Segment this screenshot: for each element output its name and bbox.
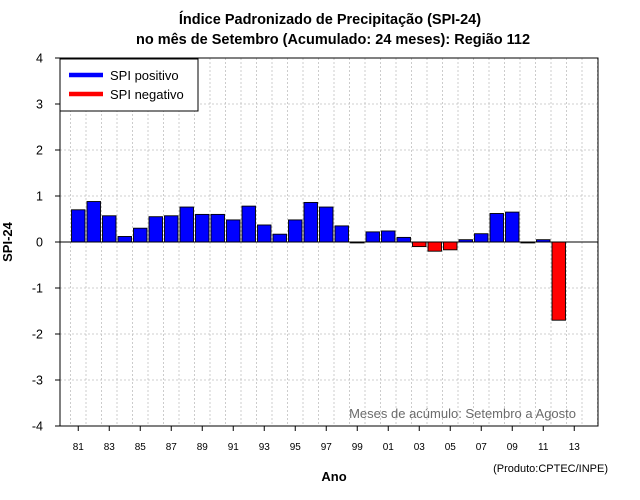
bar-2012 <box>551 241 566 321</box>
x-tick-label-11: 03 <box>414 442 426 453</box>
bar-1997 <box>319 206 334 243</box>
bars <box>71 201 566 321</box>
bar-1985 <box>133 227 148 243</box>
x-axis-ticks: 81 83 85 87 89 91 93 95 97 99 01 03 05 07 09 11 13 <box>73 426 581 453</box>
bar-2009 <box>505 211 520 243</box>
accumulation-note: Meses de acúmulo: Setembro a Agosto <box>349 406 576 421</box>
bar-2003 <box>412 241 427 248</box>
x-tick-label-5: 91 <box>228 442 240 453</box>
bar-2001 <box>381 230 396 243</box>
x-axis-label: Ano <box>321 469 346 484</box>
chart-subtitle: no mês de Setembro (Acumulado: 24 meses)… <box>136 32 530 48</box>
y-tick-label-2: 2 <box>36 144 43 158</box>
x-tick-label-14: 09 <box>507 442 519 453</box>
y-tick-label-8: -4 <box>32 420 43 434</box>
x-tick-label-1: 83 <box>104 442 116 453</box>
legend-label-positive: SPI positivo <box>110 68 179 83</box>
y-tick-label-0: 4 <box>36 52 43 66</box>
bar-2005 <box>443 241 458 251</box>
x-tick-label-0: 81 <box>73 442 85 453</box>
y-tick-label-3: 1 <box>36 190 43 204</box>
legend: SPI positivo SPI negativo <box>59 58 199 112</box>
y-tick-label-4: 0 <box>36 236 43 250</box>
product-credit: (Produto:CPTEC/INPE) <box>493 463 608 475</box>
bar-1991 <box>226 219 241 243</box>
x-tick-label-16: 13 <box>569 442 581 453</box>
bar-2007 <box>474 233 489 243</box>
bar-2004 <box>427 241 442 252</box>
x-tick-label-10: 01 <box>383 442 395 453</box>
x-tick-label-9: 99 <box>352 442 364 453</box>
bar-1993 <box>257 224 272 243</box>
bar-1987 <box>164 215 179 243</box>
bar-1981 <box>71 209 86 243</box>
x-tick-label-15: 11 <box>538 442 549 453</box>
bar-1990 <box>210 213 225 243</box>
y-axis-ticks: 4 3 2 1 0 -1 -2 -3 -4 <box>32 52 60 434</box>
bar-1989 <box>195 213 210 243</box>
x-tick-label-6: 93 <box>259 442 271 453</box>
bar-1982 <box>86 201 101 243</box>
legend-label-negative: SPI negativo <box>110 87 184 102</box>
x-tick-label-3: 87 <box>166 442 178 453</box>
y-tick-label-1: 3 <box>36 98 43 112</box>
legend-box <box>59 58 199 112</box>
bar-1992 <box>241 205 256 243</box>
x-tick-label-2: 85 <box>135 442 147 453</box>
chart-title: Índice Padronizado de Precipitação (SPI-… <box>179 11 481 28</box>
bar-1994 <box>272 233 287 243</box>
y-axis-label: SPI-24 <box>0 221 15 262</box>
bar-1986 <box>148 216 163 243</box>
bar-1984 <box>117 236 132 243</box>
y-tick-label-7: -3 <box>32 374 43 388</box>
bar-1995 <box>288 219 303 243</box>
bar-2000 <box>365 231 380 243</box>
x-tick-label-8: 97 <box>321 442 333 453</box>
x-tick-label-4: 89 <box>197 442 209 453</box>
y-tick-label-5: -1 <box>32 282 43 296</box>
bar-1983 <box>102 215 117 243</box>
x-tick-label-13: 07 <box>476 442 488 453</box>
bar-1996 <box>303 201 318 243</box>
bar-2008 <box>489 213 504 243</box>
bar-1998 <box>334 225 349 243</box>
bar-2002 <box>396 236 411 243</box>
x-tick-label-12: 05 <box>445 442 457 453</box>
bar-1988 <box>179 206 194 243</box>
y-tick-label-6: -2 <box>32 328 43 342</box>
x-tick-label-7: 95 <box>290 442 302 453</box>
